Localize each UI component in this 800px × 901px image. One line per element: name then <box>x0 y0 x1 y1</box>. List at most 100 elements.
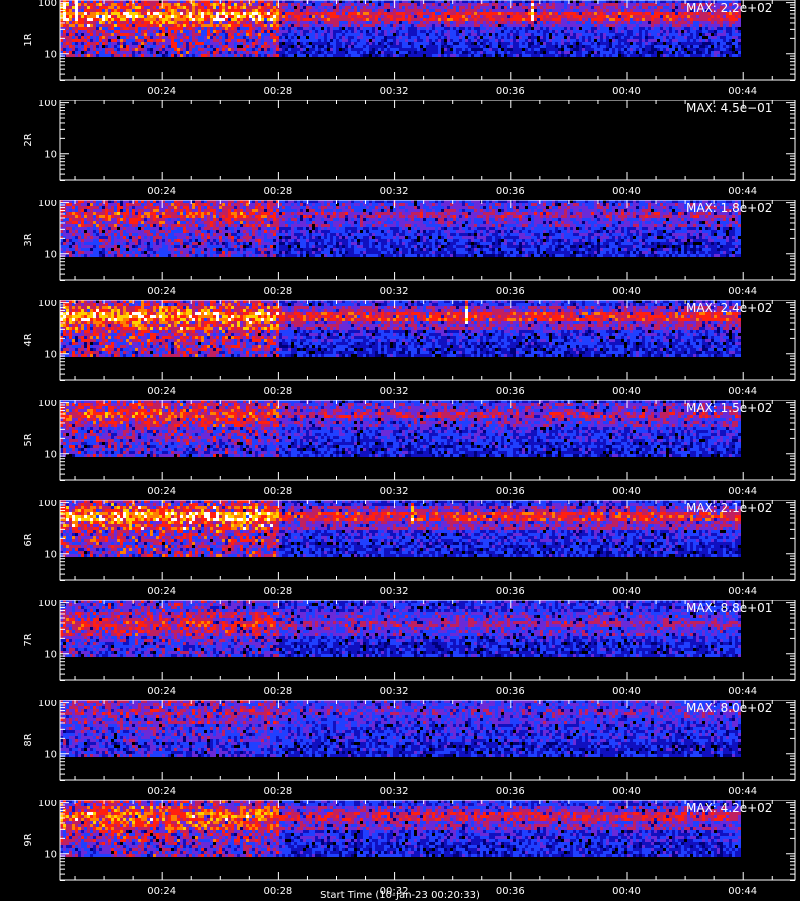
spectrogram-cell <box>204 33 207 36</box>
spectrogram-cell <box>567 21 570 24</box>
spectrogram-cell <box>243 12 246 15</box>
spectrogram-cell <box>621 6 624 9</box>
spectrogram-cell <box>345 42 348 45</box>
spectrogram-cell <box>651 39 654 42</box>
spectrogram-cell <box>615 9 618 12</box>
spectrogram-cell <box>501 42 504 45</box>
spectrogram-cell <box>372 6 375 9</box>
spectrogram-cell <box>90 15 93 18</box>
spectrogram-cell <box>498 18 501 21</box>
spectrogram-cell <box>318 21 321 24</box>
x-tick-label: 00:24 <box>147 86 176 97</box>
spectrogram-cell <box>108 245 111 248</box>
spectrogram-cell <box>474 39 477 42</box>
spectrogram-cell <box>174 36 177 39</box>
spectrogram-cell <box>69 48 72 51</box>
spectrogram-cell <box>486 9 489 12</box>
spectrogram-cell <box>132 15 135 18</box>
spectrogram-cell <box>636 54 639 57</box>
spectrogram-cell <box>687 33 690 36</box>
spectrogram-cell <box>99 251 102 254</box>
spectrogram-cell <box>483 12 486 15</box>
spectrogram-cell <box>675 12 678 15</box>
spectrogram-cell <box>150 221 153 224</box>
spectrogram-cell <box>687 36 690 39</box>
spectrogram-cell <box>126 18 129 21</box>
spectrogram-cell <box>576 45 579 48</box>
spectrogram-cell <box>84 12 87 15</box>
spectrogram-cell <box>90 45 93 48</box>
spectrogram-cell <box>465 9 468 12</box>
spectrogram-cell <box>582 3 585 6</box>
spectrogram-cell <box>108 209 111 212</box>
spectrogram-cell <box>123 27 126 30</box>
spectrogram-cell <box>597 48 600 51</box>
spectrogram-cell <box>468 39 471 42</box>
spectrogram-cell <box>339 12 342 15</box>
spectrogram-cell <box>270 48 273 51</box>
spectrogram-cell <box>75 206 78 209</box>
spectrogram-cell <box>660 6 663 9</box>
spectrogram-cell <box>183 6 186 9</box>
spectrogram-cell <box>396 15 399 18</box>
spectrogram-cell <box>387 39 390 42</box>
spectrogram-cell <box>561 24 564 27</box>
spectrogram-cell <box>90 48 93 51</box>
spectrogram-cell <box>420 6 423 9</box>
spectrogram-cell <box>75 251 78 254</box>
spectrogram-cell <box>645 33 648 36</box>
spectrogram-cell <box>693 21 696 24</box>
spectrogram-cell <box>81 248 84 251</box>
spectrogram-cell <box>93 224 96 227</box>
spectrogram-cell <box>114 212 117 215</box>
spectrogram-cell <box>546 36 549 39</box>
spectrogram-cell <box>393 15 396 18</box>
spectrogram-cell <box>210 54 213 57</box>
spectrogram-cell <box>87 6 90 9</box>
spectrogram-cell <box>390 24 393 27</box>
spectrogram-cell <box>342 48 345 51</box>
spectrogram-cell <box>156 48 159 51</box>
spectrogram-cell <box>159 9 162 12</box>
spectrogram-cell <box>330 24 333 27</box>
spectrogram-cell <box>252 3 255 6</box>
spectrogram-cell <box>381 21 384 24</box>
spectrogram-cell <box>624 36 627 39</box>
spectrogram-cell <box>135 39 138 42</box>
spectrogram-cell <box>636 36 639 39</box>
spectrogram-cell <box>543 21 546 24</box>
spectrogram-cell <box>528 51 531 54</box>
spectrogram-cell <box>462 54 465 57</box>
spectrogram-cell <box>345 36 348 39</box>
spectrogram-cell <box>126 3 129 6</box>
spectrogram-cell <box>570 27 573 30</box>
spectrogram-cell <box>192 24 195 27</box>
spectrogram-cell <box>225 39 228 42</box>
spectrogram-cell <box>531 51 534 54</box>
spectrogram-cell <box>111 45 114 48</box>
spectrogram-cell <box>375 15 378 18</box>
spectrogram-cell <box>228 48 231 51</box>
spectrogram-cell <box>483 18 486 21</box>
spectrogram-cell <box>411 30 414 33</box>
spectrogram-cell <box>564 24 567 27</box>
spectrogram-cell <box>84 30 87 33</box>
spectrogram-cell <box>216 39 219 42</box>
spectrogram-cell <box>273 36 276 39</box>
spectrogram-cell <box>135 230 138 233</box>
spectrogram-cell <box>120 254 123 257</box>
spectrogram-cell <box>456 6 459 9</box>
spectrogram-cell <box>177 24 180 27</box>
spectrogram-cell <box>465 45 468 48</box>
x-tick-label: 00:32 <box>380 186 409 197</box>
spectrogram-cell <box>549 54 552 57</box>
spectrogram-cell <box>147 224 150 227</box>
spectrogram-cell <box>582 39 585 42</box>
spectrogram-cell <box>318 18 321 21</box>
spectrogram-cell <box>450 45 453 48</box>
spectrogram-cell <box>618 33 621 36</box>
spectrogram-cell <box>390 6 393 9</box>
spectrogram-cell <box>372 9 375 12</box>
spectrogram-cell <box>570 3 573 6</box>
spectrogram-cell <box>267 36 270 39</box>
